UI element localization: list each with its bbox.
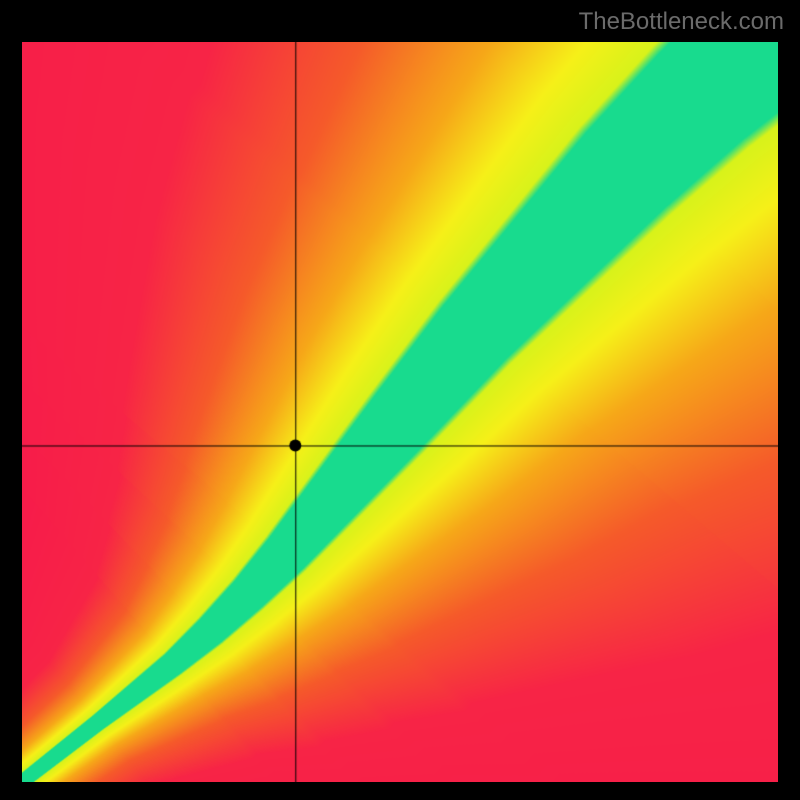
- chart-container: TheBottleneck.com: [0, 0, 800, 800]
- heatmap-canvas: [22, 42, 778, 782]
- watermark-text: TheBottleneck.com: [579, 8, 784, 36]
- heatmap-plot: [22, 42, 778, 782]
